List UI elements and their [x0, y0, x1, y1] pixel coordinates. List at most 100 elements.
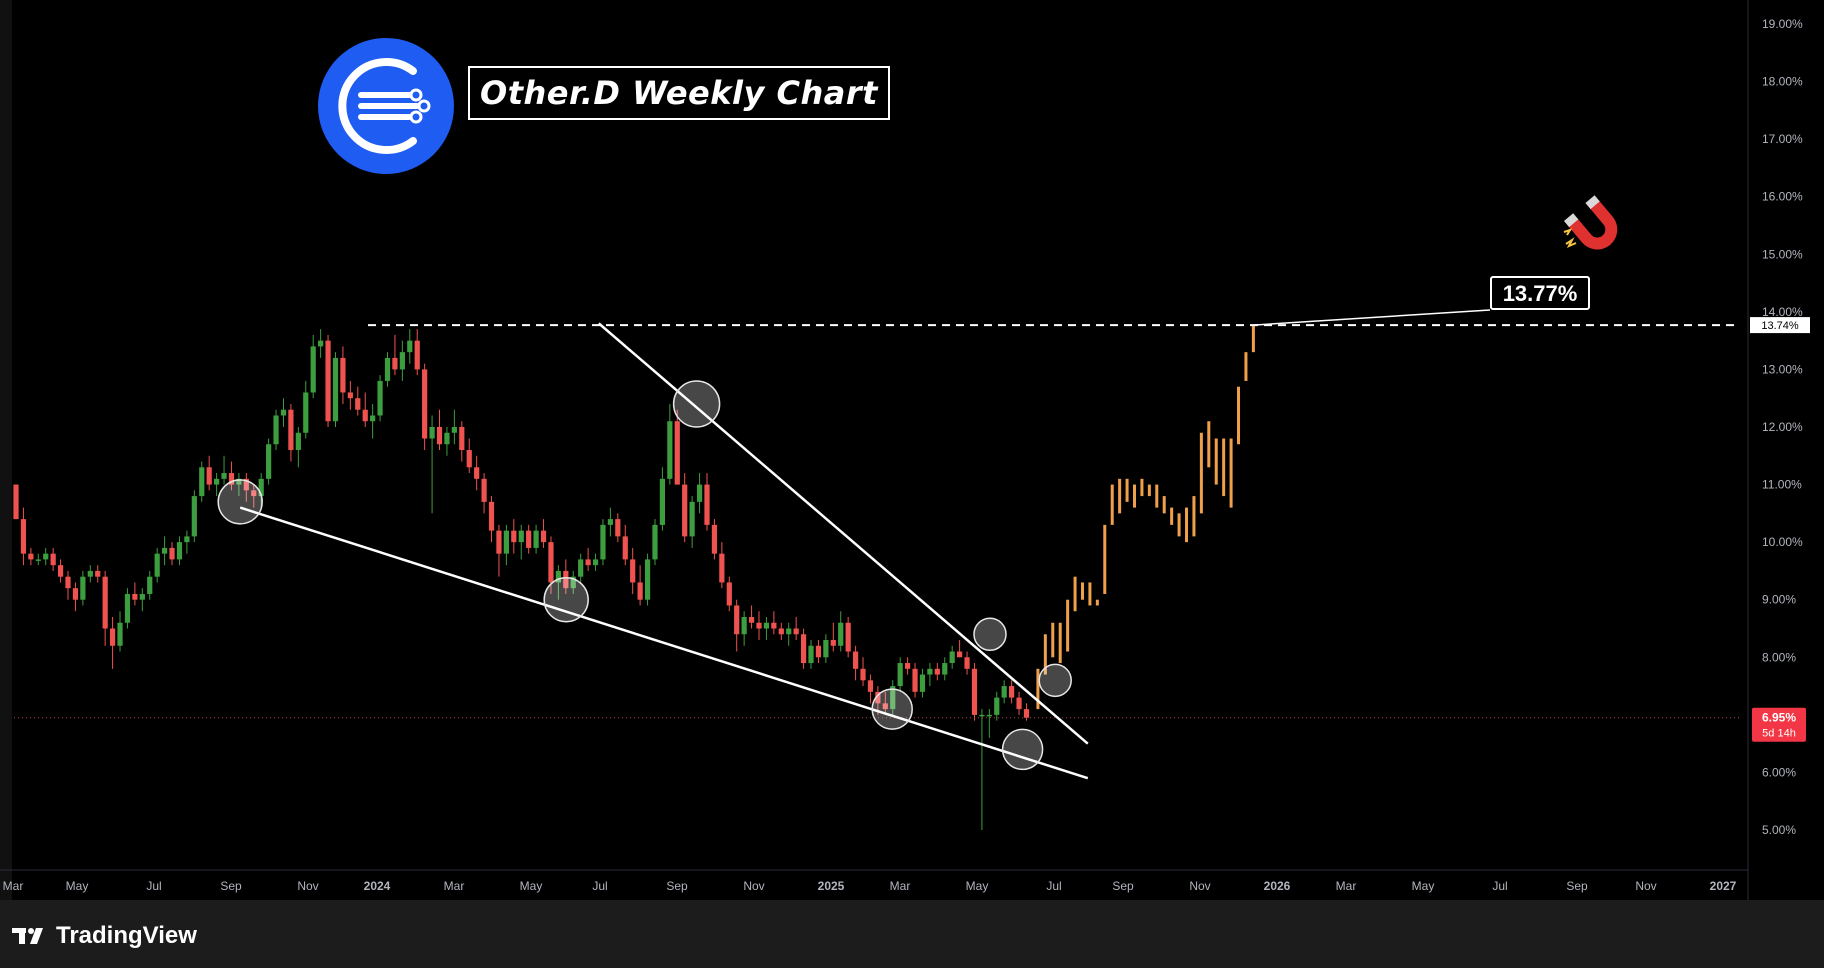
projection-bar [1103, 524, 1107, 594]
projection-bar [1185, 507, 1189, 543]
candle-body [927, 668, 933, 675]
candle-body [607, 519, 613, 525]
price-tags: 13.77% 13.74% 6.95% 5d 14h [1253, 276, 1810, 742]
x-tick-label: May [520, 879, 543, 893]
candle-body [815, 645, 822, 658]
candle-body [399, 352, 405, 370]
candle-body [303, 392, 309, 433]
touch-point-circle [1038, 663, 1072, 698]
x-tick-label: Mar [3, 879, 24, 893]
candle-body [1023, 709, 1030, 718]
x-tick-label: Jul [592, 879, 607, 893]
candle-body [199, 467, 205, 497]
candle-body [942, 663, 948, 675]
projection-bar [1170, 507, 1174, 525]
projection-bar [1051, 622, 1055, 658]
candle-body [682, 484, 688, 537]
candlestick-chart[interactable]: 5.00%6.00%7.00%8.00%9.00%10.00%11.00%12.… [0, 0, 1824, 900]
x-tick-label: Jul [146, 879, 161, 893]
candle-body [169, 547, 175, 560]
target-label-box [1490, 276, 1590, 310]
target-price-tag [1750, 317, 1810, 334]
candle-body [13, 484, 19, 520]
projection-bar [1229, 438, 1233, 508]
candle-body [622, 536, 628, 560]
candle-body [65, 576, 71, 589]
candle-body [1016, 697, 1022, 710]
candle-body [355, 398, 361, 410]
candle-body [377, 380, 383, 416]
candle-body [310, 346, 316, 393]
projection-bar [1155, 484, 1159, 508]
candle-body [370, 415, 376, 422]
target-price-tag-text: 13.74% [1761, 320, 1799, 332]
candle-body [919, 674, 926, 692]
x-tick-label: Jul [1046, 879, 1061, 893]
projection-bar [1036, 668, 1040, 710]
y-tick-label: 5.00% [1762, 823, 1796, 837]
candle-body [102, 576, 108, 629]
candle-body [288, 409, 294, 451]
candle-body [793, 628, 799, 635]
candle-body [459, 427, 465, 451]
candle-body [384, 357, 391, 381]
candle-body [823, 640, 829, 658]
candle-body [563, 570, 569, 589]
candle-body [422, 369, 428, 439]
candle-body [488, 501, 495, 531]
projection-bar [1095, 599, 1099, 606]
touch-points-layer [217, 380, 1072, 771]
y-axis: 5.00%6.00%7.00%8.00%9.00%10.00%11.00%12.… [1747, 0, 1803, 900]
candle-body [466, 450, 472, 468]
candle-body [585, 559, 591, 566]
candle-body [496, 530, 502, 554]
candle-body [266, 444, 272, 479]
x-tick-label: Jul [1492, 879, 1507, 893]
candle-body [994, 697, 1000, 715]
x-tick-label: Sep [1566, 879, 1588, 893]
candle-body [1009, 686, 1015, 698]
x-tick-label: 2024 [364, 879, 391, 893]
candle-body [786, 628, 792, 635]
x-tick-label: Mar [444, 879, 465, 893]
candle-body [719, 553, 725, 583]
chart-area[interactable]: 5.00%6.00%7.00%8.00%9.00%10.00%11.00%12.… [0, 0, 1824, 900]
candle-body [652, 524, 658, 560]
projection-bar [1207, 421, 1211, 468]
candle-body [280, 409, 287, 416]
candle-body [711, 524, 718, 554]
chart-title: Other.D Weekly Chart [480, 74, 878, 112]
tradingview-brand[interactable]: TradingView [12, 922, 197, 950]
current-price-tag [1752, 707, 1806, 742]
x-tick-label: May [1412, 879, 1435, 893]
candle-body [429, 427, 435, 439]
candle-body [318, 340, 324, 347]
candle-body [830, 640, 836, 646]
trendline-upper [597, 322, 1089, 745]
projection-bar [1199, 432, 1203, 514]
projection-bar [1177, 513, 1181, 537]
candle-body [228, 473, 235, 485]
candle-body [800, 634, 807, 664]
projection-bar [1125, 478, 1129, 502]
candle-body [578, 559, 584, 577]
candle-body [526, 530, 532, 548]
candle-body [511, 530, 517, 543]
projection-bar [1147, 484, 1151, 497]
candle-body [176, 542, 183, 560]
candle-body [540, 530, 547, 543]
y-tick-label: 19.00% [1762, 17, 1803, 31]
candle-body [704, 484, 710, 525]
trendlines-layer [14, 322, 1740, 780]
candle-body [407, 340, 413, 353]
candle-body [28, 553, 34, 560]
candle-body [332, 357, 339, 422]
projection-bar [1073, 576, 1077, 612]
magnet-icon [1558, 190, 1634, 266]
candle-body [214, 478, 220, 485]
candle-body [392, 357, 398, 370]
candle-body [763, 622, 770, 629]
x-tick-label: Mar [1336, 879, 1357, 893]
candle-body [674, 421, 680, 485]
candle-body [184, 536, 190, 543]
